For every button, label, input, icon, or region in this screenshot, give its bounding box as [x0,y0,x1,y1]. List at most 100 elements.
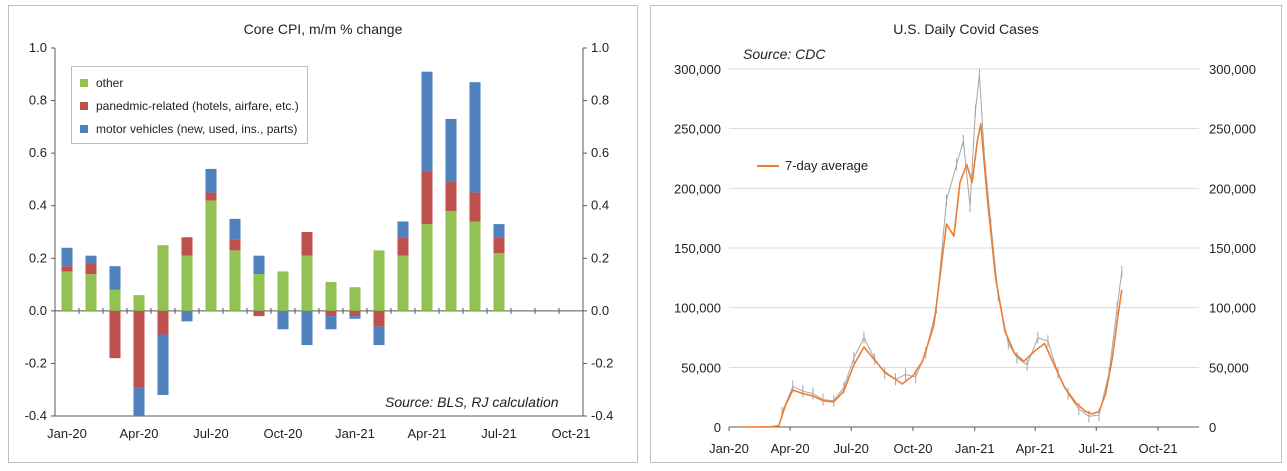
y-tick-label: 0.0 [29,303,47,318]
bar-segment [445,210,457,311]
source-note: Source: CDC [743,46,826,62]
y-tick-label-right: 0.2 [591,250,609,265]
legend-label-motor: motor vehicles (new, used, ins., parts) [96,121,298,136]
bar-segment [349,287,361,311]
bar-segment [181,237,193,256]
bar-segment [133,310,145,388]
bar-segment [277,271,289,311]
y-tick-label-right: -0.2 [591,355,613,370]
legend-item-other: other [80,71,299,94]
x-tick-label: Jan-20 [47,426,87,441]
y-tick-label: 50,000 [681,360,721,375]
legend-item-pandemic: panedmic-related (hotels, airfare, etc.) [80,94,299,117]
y-tick-label-right: 0.8 [591,93,609,108]
y-tick-label-right: 0.6 [591,145,609,160]
bar-segment [85,274,97,311]
bar-segment [157,334,169,395]
bar-segment [373,250,385,311]
bar-segment [445,182,457,211]
x-tick-label: Apr-21 [1016,441,1055,456]
bar-segment [373,310,385,327]
bar-segment [349,310,361,317]
bar-segment [469,82,481,193]
chart-title: Core CPI, m/m % change [243,21,403,37]
legend-swatch-other [80,78,88,87]
x-tick-label: Oct-21 [1139,441,1178,456]
y-tick-label: 0.4 [29,198,47,213]
y-tick-label: 150,000 [674,241,721,256]
bar-segment [325,281,337,311]
y-tick-label-right: 1.0 [591,40,609,55]
bar-segment [469,221,481,311]
core-cpi-chart: 1.0 1.0 0.8 0.8 0.6 0.6 0.4 0.4 0.2 0.2 0.0 0.0 -0.2… [25,40,614,441]
core-cpi-chart-panel: Core CPI, m/m % change 1.0 1.0 0.8 0.8 0.6 0.… [8,5,638,463]
chart-legend: other panedmic-related (hotels, airfare,… [71,66,308,144]
covid-cases-chart: 300,000 300,000 250,000 250,000 200,000 200,0… [674,62,1256,456]
y-tick-label: 250,000 [674,122,721,137]
bar-segment [373,326,385,346]
bar-segment [109,266,121,290]
bar-segment [85,263,97,275]
bar-segment [157,310,169,335]
bar-segment [61,266,73,272]
legend-label-7day: 7-day average [785,158,869,173]
x-tick-label: Jul-21 [1079,441,1114,456]
bar-segment [445,118,457,183]
y-tick-label-right: 50,000 [1209,360,1249,375]
y-tick-label-right: 250,000 [1209,122,1256,137]
x-tick-label: Jul-21 [481,426,516,441]
bar-segment [61,247,73,267]
y-tick-label-right: 0 [1209,420,1216,435]
y-tick-label-right: 150,000 [1209,241,1256,256]
bar-segment [325,316,337,330]
legend-swatch-motor [80,124,88,133]
y-tick-label: 0.6 [29,145,47,160]
bar-segment [421,71,433,172]
y-tick-label: 0 [714,420,721,435]
daily-cases-line [781,74,1123,417]
bar-segment [421,171,433,225]
bar-segment [253,274,265,311]
y-tick-label: 0.2 [29,250,47,265]
bar-segment [301,310,313,346]
y-tick-label-right: 300,000 [1209,62,1256,77]
bar-segment [301,255,313,311]
x-tick-label: Apr-21 [407,426,446,441]
bar-segment [181,255,193,311]
bar-segment [85,255,97,264]
legend-label-other: other [96,75,124,90]
bar-segment [133,295,145,311]
bar-segment [349,316,361,319]
seven-day-average-line [741,123,1123,428]
x-tick-label: Jan-20 [709,441,749,456]
bar-segment [421,224,433,311]
y-tick-label-right: 0.0 [591,303,609,318]
bar-segment [493,224,505,238]
y-tick-label: 300,000 [674,62,721,77]
y-tick-label: 200,000 [674,181,721,196]
legend-item-motor: motor vehicles (new, used, ins., parts) [80,117,299,140]
bar-segment [301,232,313,256]
bar-segment [253,255,265,275]
chart-title: U.S. Daily Covid Cases [893,21,1039,37]
bar-segment [397,237,409,256]
bar-segment [133,387,145,416]
chart-legend: 7-day average [757,158,868,173]
bar-segment [109,310,121,359]
y-tick-label: -0.2 [25,355,47,370]
x-tick-label: Oct-20 [263,426,302,441]
bar-segment [397,221,409,238]
y-tick-label-right: -0.4 [591,408,613,423]
y-tick-label-right: 100,000 [1209,301,1256,316]
bar-segment [397,255,409,311]
bar-segment [205,168,217,193]
bar-segment [325,310,337,317]
bar-segment [253,310,265,317]
x-tick-label: Apr-20 [119,426,158,441]
y-tick-label: -0.4 [25,408,47,423]
x-tick-label: Oct-20 [893,441,932,456]
y-tick-label: 1.0 [29,40,47,55]
bar-segment [277,310,289,330]
bar-segment [229,250,241,311]
legend-line-swatch [757,164,779,167]
